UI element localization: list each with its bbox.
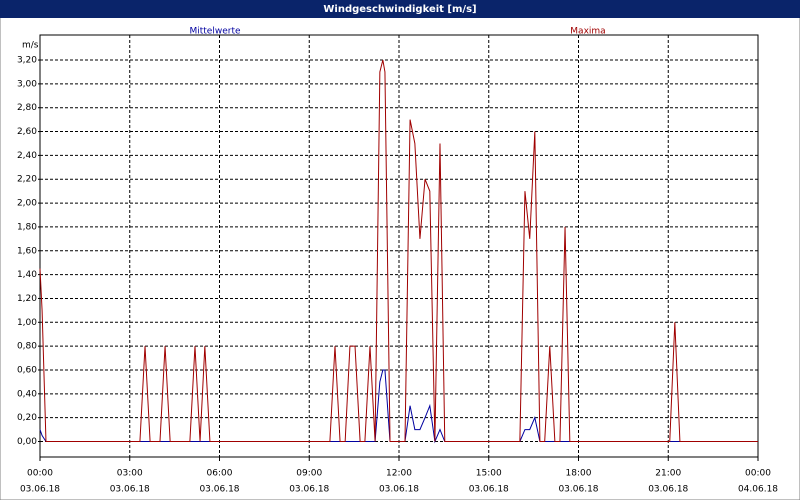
y-axis-label: m/s — [22, 41, 39, 51]
y-tick-label: 0,60 — [17, 365, 37, 375]
y-tick-label: 1,80 — [17, 222, 37, 232]
x-tick-date: 03.06.18 — [199, 485, 239, 495]
y-tick-label: 0,80 — [17, 342, 37, 352]
y-tick-label: 3,20 — [17, 56, 37, 66]
x-tick-date: 03.06.18 — [20, 485, 60, 495]
y-tick-label: 1,20 — [17, 294, 37, 304]
x-tick-label: 00:00 — [27, 469, 53, 479]
y-tick-label: 2,80 — [17, 103, 37, 113]
x-tick-date: 04.06.18 — [738, 485, 778, 495]
x-tick-label: 06:00 — [207, 469, 233, 479]
y-tick-label: 2,40 — [17, 151, 37, 161]
x-tick-label: 03:00 — [117, 469, 143, 479]
chart-title: Windgeschwindigkeit [m/s] — [323, 4, 476, 15]
series-line — [39, 59, 758, 442]
x-tick-label: 09:00 — [296, 469, 322, 479]
x-tick-date: 03.06.18 — [558, 485, 598, 495]
y-tick-label: 1,60 — [17, 246, 37, 256]
title-bar — [0, 0, 800, 18]
legend-entry: Mittelwerte — [189, 27, 240, 37]
y-tick-label: 0,40 — [17, 389, 37, 399]
y-tick-label: 2,20 — [17, 175, 37, 185]
x-tick-label: 18:00 — [566, 469, 592, 479]
x-tick-date: 03.06.18 — [379, 485, 419, 495]
y-tick-label: 2,00 — [17, 199, 37, 209]
x-tick-date: 03.06.18 — [648, 485, 688, 495]
x-tick-label: 00:00 — [745, 469, 771, 479]
x-tick-date: 03.06.18 — [469, 485, 509, 495]
y-tick-label: 3,00 — [17, 79, 37, 89]
x-tick-date: 03.06.18 — [289, 485, 329, 495]
y-tick-label: 0,00 — [17, 437, 37, 447]
y-tick-label: 2,60 — [17, 127, 37, 137]
x-tick-label: 21:00 — [655, 469, 681, 479]
x-tick-label: 12:00 — [386, 469, 412, 479]
y-tick-label: 0,20 — [17, 413, 37, 423]
x-tick-date: 03.06.18 — [110, 485, 150, 495]
y-tick-label: 1,00 — [17, 318, 37, 328]
y-tick-label: 1,40 — [17, 270, 37, 280]
legend-entry: Maxima — [570, 27, 605, 37]
x-tick-label: 15:00 — [476, 469, 502, 479]
